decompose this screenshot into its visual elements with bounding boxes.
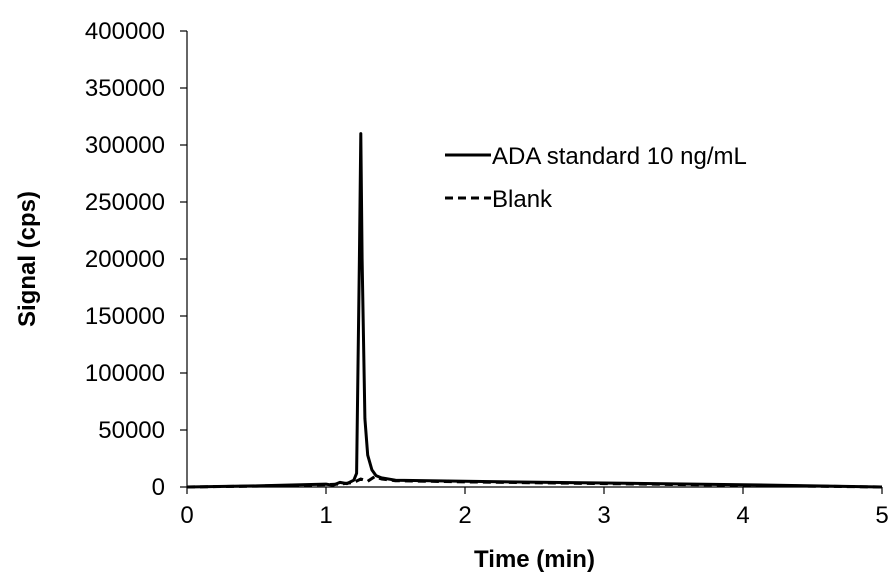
x-tick-label: 2: [458, 502, 471, 529]
legend-label: Blank: [492, 186, 553, 213]
x-tick-label: 3: [597, 502, 610, 529]
x-axis-title: Time (min): [474, 546, 595, 573]
y-tick-label: 300000: [85, 132, 165, 159]
y-axis-title: Signal (cps): [14, 191, 41, 327]
y-tick-label: 250000: [85, 189, 165, 216]
y-tick-label: 150000: [85, 303, 165, 330]
x-tick-label: 4: [736, 502, 749, 529]
y-tick-label: 200000: [85, 246, 165, 273]
legend: ADA standard 10 ng/mL Blank: [445, 143, 747, 213]
legend-label: ADA standard 10 ng/mL: [492, 143, 747, 170]
x-tick-label: 1: [319, 502, 332, 529]
ticks: 0 50000 100000 150000 200000 250000 300000 3500…: [85, 18, 889, 529]
y-tick-label: 400000: [85, 18, 165, 45]
series-line-blank: [186, 475, 883, 489]
y-tick-label: 0: [152, 474, 165, 501]
axes: [186, 31, 882, 488]
y-tick-label: 350000: [85, 75, 165, 102]
y-tick-label: 50000: [98, 417, 165, 444]
x-tick-label: 0: [180, 502, 193, 529]
y-tick-label: 100000: [85, 360, 165, 387]
x-tick-label: 5: [875, 502, 888, 529]
series: [186, 132, 883, 489]
